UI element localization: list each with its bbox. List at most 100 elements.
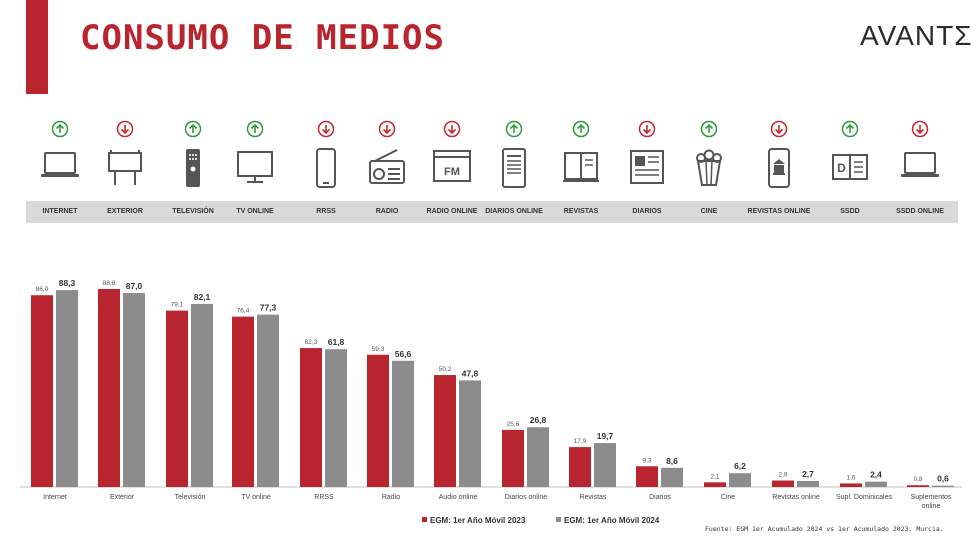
trend-up-icon	[51, 120, 69, 138]
bar-2023	[907, 485, 929, 487]
data-label-2024: 2,4	[870, 470, 882, 480]
category-label: RRSS	[314, 494, 334, 501]
data-label-2024: 87,0	[126, 281, 143, 291]
trend-up-icon	[841, 120, 859, 138]
newspaper-icon	[630, 150, 664, 184]
trend-down-icon	[378, 120, 396, 138]
data-label-2024: 61,8	[328, 337, 345, 347]
media-labels-band: INTERNET EXTERIOR TELEVISIÓN TV ONLINE RRSS R…	[26, 201, 958, 223]
media-item	[887, 118, 953, 196]
trend-down-icon	[443, 120, 461, 138]
monitor-icon	[237, 151, 273, 183]
bar-2023	[367, 354, 389, 487]
bar-2024	[729, 473, 751, 487]
legend-label-2024: EGM: 1er Año Móvil 2024	[564, 516, 660, 525]
media-icons-row: FM D	[26, 118, 958, 196]
bar-2023	[840, 483, 862, 487]
bar-2023	[502, 429, 524, 487]
media-label: RADIO ONLINE	[426, 208, 478, 215]
bar-2024	[459, 380, 481, 487]
legend-label-2023: EGM: 1er Año Móvil 2023	[430, 516, 526, 525]
media-item	[293, 118, 359, 196]
data-label-2024: 0,6	[937, 474, 949, 484]
source-footnote: Fuente: EGM 1er Acumulado 2024 vs 1er Ac…	[705, 525, 944, 533]
laptop-icon	[41, 152, 79, 177]
media-item	[92, 118, 158, 196]
bar-2023	[569, 447, 591, 487]
bar-2024	[527, 427, 549, 487]
category-label: TV online	[241, 494, 271, 501]
data-label-2024: 88,3	[59, 278, 76, 288]
data-label-2024: 26,8	[530, 415, 547, 425]
data-label-2023: 2,9	[778, 472, 787, 479]
bar-2024	[661, 467, 683, 487]
media-item	[676, 118, 742, 196]
media-label: INTERNET	[42, 208, 78, 215]
bar-2023	[300, 348, 322, 487]
bar-2023	[636, 466, 658, 487]
data-label-2024: 47,8	[462, 368, 479, 378]
data-label-2024: 2,7	[802, 469, 814, 479]
data-label-2023: 9,3	[642, 457, 651, 464]
data-label-2023: 76,4	[237, 308, 250, 315]
bar-2024	[257, 314, 279, 487]
media-label: TELEVISIÓN	[172, 208, 214, 215]
brand-logo: AVANTΣ	[860, 20, 973, 51]
trend-up-icon	[505, 120, 523, 138]
data-label-2024: 56,6	[395, 349, 412, 359]
data-label-2023: 86,0	[36, 286, 49, 293]
category-label: Audio online	[439, 494, 478, 501]
bar-2023	[434, 375, 456, 487]
media-label: SSDD ONLINE	[896, 208, 944, 215]
category-label: Suplementos online	[911, 494, 952, 510]
data-label-2023: 0,8	[913, 476, 922, 483]
media-label: RRSS	[316, 208, 336, 215]
data-label-2024: 6,2	[734, 461, 746, 471]
category-label: Radio	[382, 494, 400, 501]
smartphone-icon	[316, 148, 336, 188]
bar-2024	[56, 290, 78, 487]
remote-icon	[186, 149, 200, 187]
bar-2024	[594, 443, 616, 487]
trend-up-icon	[184, 120, 202, 138]
media-item	[222, 118, 288, 196]
media-consumption-chart: 86,0 88,3 Internet 88,8 87,0 Exterior 79,1 82,1…	[20, 278, 962, 525]
data-label-2023: 1,6	[846, 474, 855, 481]
media-item	[481, 118, 547, 196]
media-label: REVISTAS	[563, 208, 599, 215]
category-label: Exterior	[110, 494, 135, 501]
accent-stripe	[26, 0, 48, 94]
bar-2023	[98, 288, 120, 487]
data-label-2023: 50,2	[439, 366, 452, 373]
bar-2024	[932, 485, 954, 487]
bar-2024	[191, 303, 213, 487]
phone-building-icon	[768, 148, 790, 188]
data-label-2023: 59,3	[372, 346, 385, 353]
data-label-2024: 19,7	[597, 431, 614, 441]
supplement-icon: D	[832, 154, 868, 180]
bar-2024	[123, 292, 145, 487]
bar-2023	[772, 480, 794, 487]
bar-2024	[325, 349, 347, 487]
popcorn-icon	[696, 149, 722, 186]
media-label: CINE	[700, 208, 718, 215]
data-label-2023: 88,8	[103, 280, 116, 287]
category-label: Cine	[721, 494, 736, 501]
media-label: RADIO	[375, 208, 399, 215]
data-label-2024: 82,1	[194, 292, 211, 302]
trend-down-icon	[116, 120, 134, 138]
bar-2024	[797, 480, 819, 487]
magazine-icon	[563, 152, 599, 182]
media-item	[160, 118, 226, 196]
trend-down-icon	[911, 120, 929, 138]
bar-2023	[232, 316, 254, 487]
category-label: Internet	[43, 494, 67, 501]
media-item	[614, 118, 680, 196]
media-item	[354, 118, 420, 196]
trend-down-icon	[770, 120, 788, 138]
category-label: Supl. Dominicales	[836, 494, 893, 501]
data-label-2023: 62,3	[305, 339, 318, 346]
bar-2024	[865, 481, 887, 487]
data-label-2024: 8,6	[666, 456, 678, 466]
data-label-2023: 79,1	[171, 302, 184, 309]
